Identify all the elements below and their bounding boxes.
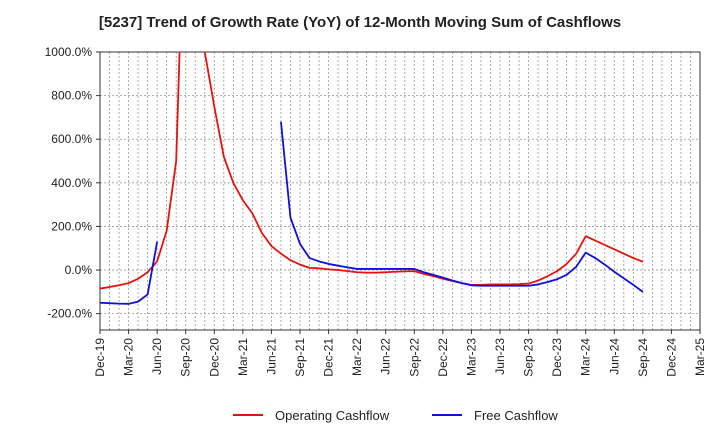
series-line-free-cashflow <box>100 241 159 305</box>
x-tick-label: Jun-24 <box>607 338 621 375</box>
grid-lines <box>99 51 701 330</box>
y-tick-label: -200.0% <box>47 307 92 321</box>
x-tick-label: Mar-25 <box>693 338 707 376</box>
y-tick-label: 800.0% <box>51 89 92 103</box>
series-lines <box>100 52 644 305</box>
series-line-free-cashflow <box>280 121 644 293</box>
x-tick-label: Dec-20 <box>207 338 221 377</box>
x-tick-label: Jun-21 <box>264 338 278 375</box>
x-tick-label: Sep-22 <box>407 338 421 377</box>
y-tick-label: 400.0% <box>51 176 92 190</box>
y-tick-label: 600.0% <box>51 132 92 146</box>
y-tick-label: 1000.0% <box>45 45 93 59</box>
x-tick-label: Dec-22 <box>436 338 450 377</box>
x-tick-label: Sep-21 <box>293 338 307 377</box>
plot-frame <box>99 51 701 331</box>
x-tick-label: Jun-23 <box>493 338 507 375</box>
chart-title: [5237] Trend of Growth Rate (YoY) of 12-… <box>98 14 622 31</box>
x-tick-label: Mar-20 <box>122 338 136 376</box>
x-tick-label: Dec-19 <box>93 338 107 377</box>
legend-label: Operating Cashflow <box>275 408 390 423</box>
legend: Operating Cashflow Free Cashflow <box>233 408 558 423</box>
x-tick-label: Dec-23 <box>550 338 564 377</box>
x-tick-label: Sep-20 <box>179 338 193 377</box>
x-tick-label: Sep-24 <box>636 338 650 377</box>
series-line-operating-cashflow <box>100 52 644 290</box>
x-axis-ticks: Dec-19 Mar-20 Jun-20 Sep-20 Dec-20 Mar-21 Jun-… <box>93 330 707 377</box>
x-tick-label: Jun-22 <box>379 338 393 375</box>
y-axis-ticks: -200.0% 0.0% 200.0% 400.0% 600.0% 800.0% 1000.… <box>45 45 100 321</box>
y-tick-label: 0.0% <box>65 263 93 277</box>
x-tick-label: Dec-21 <box>322 338 336 377</box>
x-tick-label: Mar-22 <box>350 338 364 376</box>
legend-label: Free Cashflow <box>474 408 558 423</box>
x-tick-label: Mar-23 <box>464 338 478 376</box>
x-tick-label: Mar-24 <box>579 338 593 376</box>
x-tick-label: Dec-24 <box>664 338 678 377</box>
x-tick-label: Sep-23 <box>522 338 536 377</box>
x-tick-label: Mar-21 <box>236 338 250 376</box>
y-tick-label: 200.0% <box>51 219 92 233</box>
x-tick-label: Jun-20 <box>150 338 164 375</box>
